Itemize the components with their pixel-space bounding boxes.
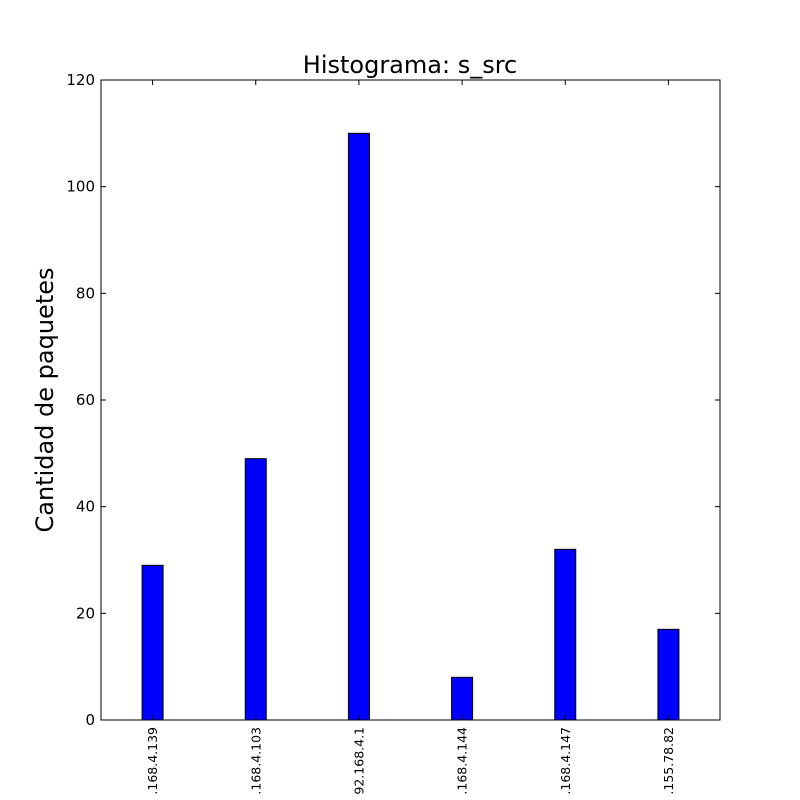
- x-tick-label: .168.4.147: [558, 727, 573, 795]
- ticks-layer: .168.4.139 .168.4.103 92.168.4.1 .168.4.144…: [66, 71, 720, 795]
- plot-frame: [100, 79, 721, 721]
- y-tick-label: 20: [76, 604, 95, 622]
- x-tick-label: 92.168.4.1: [351, 727, 366, 795]
- y-tick-label: 80: [76, 284, 95, 302]
- x-tick-label: .155.78.82: [661, 727, 676, 795]
- bar: [347, 132, 370, 721]
- y-tick-label: 40: [76, 498, 95, 516]
- y-tick-label: 60: [76, 391, 95, 409]
- bar: [657, 628, 680, 721]
- y-tick-label: 100: [66, 178, 95, 196]
- y-tick-label: 0: [85, 711, 95, 729]
- bars-layer: [141, 132, 680, 721]
- bar: [451, 676, 474, 721]
- y-axis-label: Cantidad de paquetes: [31, 267, 59, 532]
- x-tick-label: .168.4.144: [455, 727, 470, 795]
- x-tick-label: .168.4.139: [145, 727, 160, 795]
- bar: [554, 548, 577, 721]
- bar: [244, 458, 267, 721]
- chart-title: Histograma: s_src: [303, 51, 517, 79]
- y-tick-label: 120: [66, 71, 95, 89]
- bar: [141, 564, 164, 721]
- x-tick-label: .168.4.103: [248, 727, 263, 795]
